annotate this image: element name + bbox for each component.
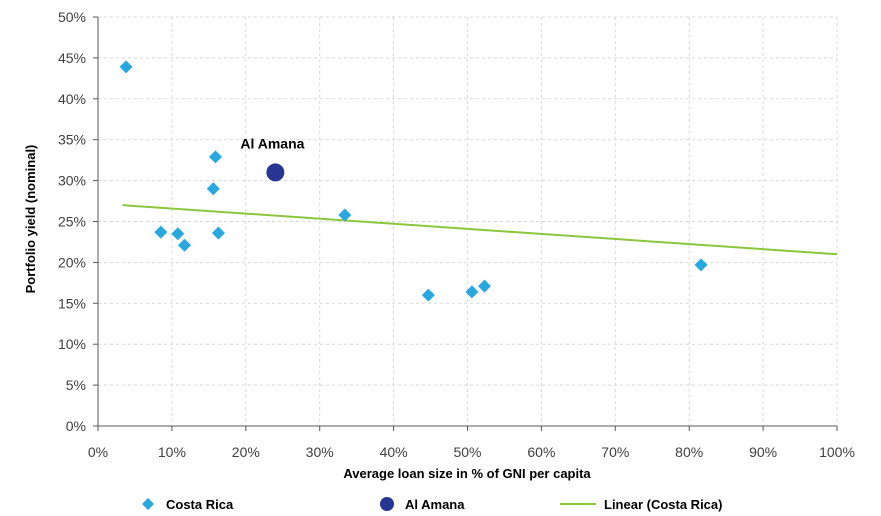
y-tick-label: 20%	[58, 254, 86, 270]
legend-label: Al Amana	[405, 497, 465, 512]
data-point-costa-rica	[694, 258, 708, 272]
y-axis-title: Portfolio yield (nominal)	[23, 145, 38, 294]
x-axis-title: Average loan size in % of GNI per capita	[343, 466, 591, 481]
annotations: Al Amana	[240, 135, 304, 151]
y-tick-label: 5%	[66, 377, 86, 393]
data-point-costa-rica	[209, 150, 223, 164]
y-tick-label: 15%	[58, 295, 86, 311]
x-tick-label: 80%	[675, 444, 703, 460]
data-point-costa-rica	[154, 225, 168, 239]
y-tick-labels: 0% 5% 10% 15% 20% 25% 30% 35% 40% 45% 50%	[58, 9, 86, 434]
data-point-costa-rica	[211, 226, 225, 240]
axes	[93, 16, 838, 431]
data-point-costa-rica	[465, 285, 479, 299]
x-tick-label: 50%	[453, 444, 481, 460]
x-tick-label: 30%	[306, 444, 334, 460]
y-tick-label: 50%	[58, 9, 86, 25]
data-point-costa-rica	[338, 208, 352, 222]
legend-marker-diamond	[142, 498, 154, 510]
data-point-costa-rica	[119, 60, 133, 74]
data-point-costa-rica	[477, 279, 491, 293]
x-tick-label: 10%	[158, 444, 186, 460]
y-tick-label: 35%	[58, 132, 86, 148]
data-point-costa-rica	[421, 288, 435, 302]
y-tick-label: 25%	[58, 214, 86, 230]
x-tick-labels: 0% 10% 20% 30% 40% 50% 60% 70% 80% 90% 100%	[88, 444, 855, 460]
annotation-label: Al Amana	[240, 135, 304, 151]
data-point-costa-rica	[171, 227, 185, 241]
data-points	[119, 60, 708, 302]
data-point-al-amana	[266, 163, 285, 182]
legend-marker-circle	[380, 497, 394, 511]
legend-label: Linear (Costa Rica)	[604, 497, 722, 512]
y-tick-label: 0%	[66, 418, 86, 434]
data-point-costa-rica	[177, 238, 191, 252]
x-tick-label: 40%	[380, 444, 408, 460]
y-tick-label: 30%	[58, 173, 86, 189]
trendline-layer	[122, 204, 838, 256]
x-tick-label: 100%	[819, 444, 855, 460]
trendline	[122, 204, 838, 256]
y-tick-label: 10%	[58, 336, 86, 352]
x-tick-label: 90%	[749, 444, 777, 460]
legend: Costa Rica Al Amana Linear (Costa Rica)	[142, 497, 722, 512]
x-tick-label: 70%	[601, 444, 629, 460]
x-tick-label: 60%	[527, 444, 555, 460]
x-tick-label: 0%	[88, 444, 108, 460]
x-tick-label: 20%	[232, 444, 260, 460]
gridlines	[98, 16, 838, 426]
legend-label: Costa Rica	[166, 497, 234, 512]
y-tick-label: 40%	[58, 91, 86, 107]
y-tick-label: 45%	[58, 50, 86, 66]
data-point-costa-rica	[206, 182, 220, 196]
